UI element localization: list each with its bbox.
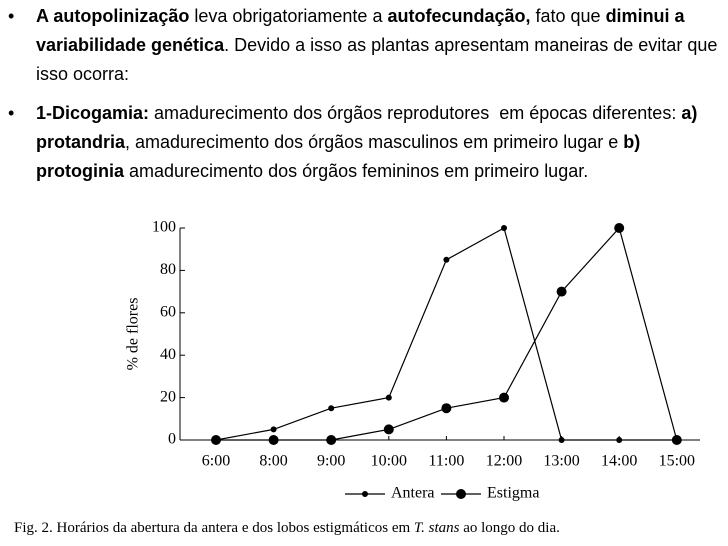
data-point	[499, 392, 509, 403]
legend-marker	[362, 491, 368, 497]
bullet-text: amadurecimento dos órgãos reprodutores e…	[149, 103, 682, 123]
bullet-list: A autopolinização leva obrigatoriamente …	[0, 2, 724, 196]
y-axis-label: % de flores	[125, 298, 142, 371]
caption-text: Fig. 2. Horários da abertura da antera e…	[14, 520, 414, 536]
data-point	[326, 435, 337, 445]
x-tick-label: 9:00	[317, 453, 345, 470]
legend-label: Estigma	[487, 485, 539, 502]
caption-text: ao longo do dia.	[459, 520, 560, 536]
x-tick-label: 15:00	[659, 453, 695, 470]
x-tick-label: 11:00	[428, 453, 464, 470]
bullet-text: . Devido a isso as plantas apresentam ma…	[36, 35, 723, 84]
x-tick-label: 12:00	[486, 453, 522, 470]
data-point	[385, 394, 392, 401]
legend-label: Antera	[391, 485, 435, 502]
bullet-text: fato que	[530, 6, 606, 26]
caption-text: T. stans	[413, 520, 460, 536]
bullet-text: b) protoginia	[36, 132, 646, 181]
bullet-text: 1-Dicogamia:	[36, 103, 150, 123]
data-point	[558, 437, 565, 443]
data-point	[211, 435, 221, 445]
bullet-text: diminui a variabilidade genética	[36, 6, 690, 55]
x-tick-label: 10:00	[371, 453, 407, 470]
caption: Fig. 2. Horários da abertura da antera e…	[14, 520, 560, 537]
x-tick-label: 14:00	[601, 453, 637, 470]
y-tick-label: 60	[160, 303, 176, 320]
chart: % de flores 0 20 40 60 80 100 6:00 8:00 9:00 10:0…	[125, 219, 700, 502]
y-tick-label: 100	[152, 219, 176, 236]
y-tick-label: 40	[160, 346, 176, 363]
bullet: A autopolinização leva obrigatoriamente …	[0, 2, 724, 89]
x-tick-label: 6:00	[202, 453, 230, 470]
bullet: 1-Dicogamia: amadurecimento dos órgãos r…	[0, 99, 724, 186]
data-point	[383, 424, 394, 435]
data-point	[270, 426, 277, 433]
y-tick-label: 80	[160, 261, 176, 278]
bullet-text: , amadurecimento dos órgãos masculinos e…	[125, 132, 624, 152]
data-point	[268, 435, 279, 445]
y-tick-label: 0	[168, 431, 176, 448]
x-tick-label: 13:00	[543, 453, 579, 470]
data-point	[671, 435, 682, 445]
data-point	[328, 405, 335, 412]
bullet-text: amadurecimento dos órgãos femininos em p…	[124, 161, 589, 181]
bullet-text: A autopolinização	[36, 6, 190, 26]
data-point	[441, 403, 452, 414]
data-point	[556, 286, 567, 297]
data-point	[616, 437, 623, 443]
data-point	[614, 223, 625, 233]
legend-marker	[456, 489, 466, 499]
x-tick-label: 8:00	[259, 453, 287, 470]
data-point	[443, 256, 450, 263]
bullet-text: leva obrigatoriamente a	[189, 6, 388, 26]
bullet-text: autofecundação,	[387, 6, 531, 26]
y-tick-label: 20	[160, 388, 176, 405]
data-point	[501, 225, 507, 231]
bullet-text: a) protandria	[36, 103, 703, 152]
